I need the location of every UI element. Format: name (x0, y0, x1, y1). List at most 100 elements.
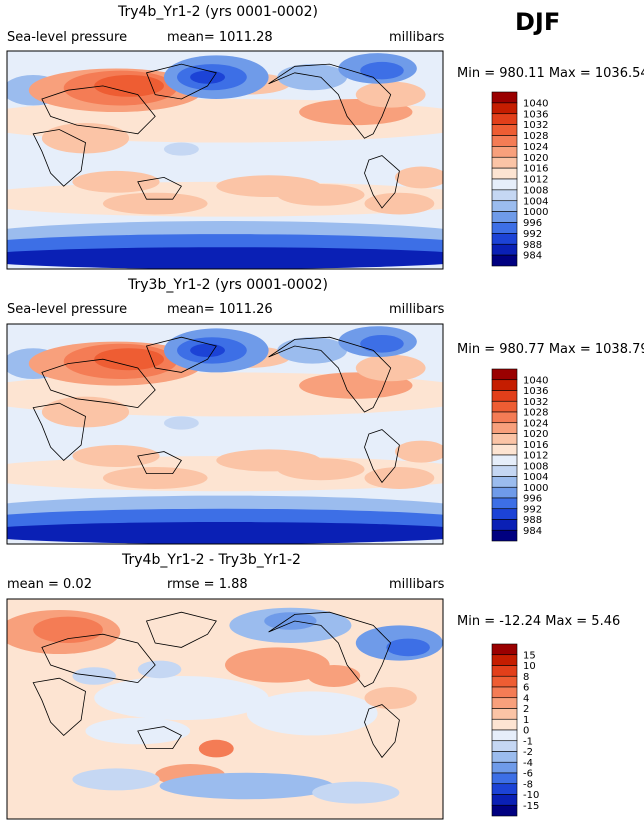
colorbar-swatch (491, 390, 518, 402)
colorbar-label: 1024 (523, 418, 548, 429)
colorbar-swatch (491, 486, 518, 499)
colorbar-label: 0 (523, 726, 529, 737)
panel-3-title: Try4b_Yr1-2 - Try3b_Yr1-2 (122, 552, 301, 568)
panel-3-mean: mean = 0.02 (7, 577, 92, 592)
colorbar-swatch (491, 411, 518, 424)
contour-region (33, 616, 103, 643)
colorbar-swatch (491, 794, 518, 806)
contour-region (395, 166, 443, 189)
colorbar-swatch (491, 665, 518, 677)
colorbar-label: 1020 (523, 429, 548, 440)
colorbar-swatch (491, 178, 518, 191)
contour-region (246, 691, 378, 736)
contour-region (28, 436, 73, 454)
colorbar-label: 988 (523, 240, 542, 251)
contour-region (360, 61, 404, 80)
colorbar-swatch (491, 189, 518, 202)
colorbar-swatch (491, 686, 518, 699)
colorbar-swatch (491, 508, 518, 520)
colorbar-swatch (491, 135, 518, 147)
panel-1-minmax: Min = 980.11 Max = 1036.54 (457, 66, 644, 81)
contour-region (190, 343, 225, 357)
coastline (41, 358, 156, 409)
panel-3-rmse: rmse = 1.88 (167, 577, 248, 592)
colorbar-label: 1028 (523, 131, 548, 142)
colorbar-swatch (491, 718, 518, 731)
colorbar-label: 1008 (523, 461, 548, 472)
colorbar-swatch (491, 113, 518, 125)
contour-region (137, 660, 182, 679)
contour-region (163, 416, 199, 430)
colorbar-label: 1016 (523, 440, 548, 451)
panel-2-units: millibars (389, 302, 445, 317)
contour-region (94, 676, 269, 720)
colorbar-label: 1024 (523, 142, 548, 153)
colorbar-swatch (491, 124, 518, 136)
colorbar-label: 996 (523, 218, 542, 229)
contour-region (198, 739, 234, 758)
colorbar-swatch (491, 102, 518, 115)
contour-region (364, 192, 435, 215)
colorbar-label: 1028 (523, 408, 548, 419)
colorbar-swatch (491, 497, 518, 510)
coastline (145, 336, 217, 373)
coastline (137, 726, 182, 749)
contour-region (307, 665, 361, 687)
contour-region (364, 687, 417, 709)
coastline (364, 155, 400, 209)
contour-region (7, 522, 443, 544)
colorbar-label: 992 (523, 504, 542, 515)
coastline (364, 704, 400, 759)
coastline (145, 611, 217, 648)
panel-1-variable: Sea-level pressure (7, 30, 128, 45)
colorbar-swatch (491, 654, 518, 666)
coastline (145, 63, 217, 100)
colorbar-label: 1004 (523, 196, 548, 207)
colorbar-swatch (491, 476, 518, 488)
colorbar-swatch (491, 243, 518, 256)
contour-region (102, 192, 208, 215)
contour-region (41, 122, 130, 154)
coastline (137, 451, 182, 475)
colorbar-swatch (491, 675, 518, 688)
coastline (268, 336, 392, 413)
contour-region (312, 781, 400, 804)
colorbar-label: 2 (523, 704, 529, 715)
colorbar-swatch (491, 783, 518, 795)
coastline (32, 677, 86, 736)
coastline (41, 85, 156, 135)
colorbar-label: 984 (523, 251, 542, 262)
colorbar-swatch (491, 519, 518, 531)
contour-region (72, 170, 160, 193)
coastline (41, 633, 156, 684)
panel-2-variable: Sea-level pressure (7, 302, 128, 317)
colorbar-label: 4 (523, 693, 529, 704)
coastline (32, 402, 86, 461)
colorbar-label: 992 (523, 229, 542, 240)
contour-region (102, 467, 208, 489)
colorbar-label: 8 (523, 672, 529, 683)
map-frame (6, 50, 444, 270)
colorbar-swatch (491, 211, 518, 223)
contour-region (264, 612, 317, 630)
contour-region (159, 772, 334, 800)
colorbar-label: 1012 (523, 175, 548, 186)
coastline (364, 429, 400, 484)
contour-region (216, 175, 321, 198)
colorbar-swatch (491, 368, 518, 381)
coastline (137, 176, 182, 200)
colorbar-swatch (491, 729, 518, 742)
panel-3-minmax: Min = -12.24 Max = 5.46 (457, 614, 621, 629)
panel-1-title: Try4b_Yr1-2 (yrs 0001-0002) (118, 4, 318, 20)
contour-region (360, 335, 404, 353)
colorbar-swatch (491, 697, 518, 709)
contour-region (225, 647, 330, 683)
colorbar-label: -15 (523, 801, 539, 812)
colorbar-label: 15 (523, 650, 536, 661)
contour-region (72, 768, 160, 791)
colorbar-label: 1040 (523, 375, 548, 386)
map-frame (6, 598, 444, 820)
contour-region (28, 162, 73, 180)
colorbar-label: 1000 (523, 207, 548, 218)
colorbar-swatch (491, 643, 518, 656)
